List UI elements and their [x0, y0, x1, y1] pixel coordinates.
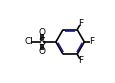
Text: F: F: [88, 37, 93, 46]
Text: F: F: [78, 56, 83, 65]
Text: O: O: [38, 47, 45, 56]
Text: Cl: Cl: [25, 37, 33, 46]
Text: F: F: [78, 19, 83, 28]
Text: S: S: [38, 37, 45, 47]
Text: O: O: [38, 28, 45, 37]
